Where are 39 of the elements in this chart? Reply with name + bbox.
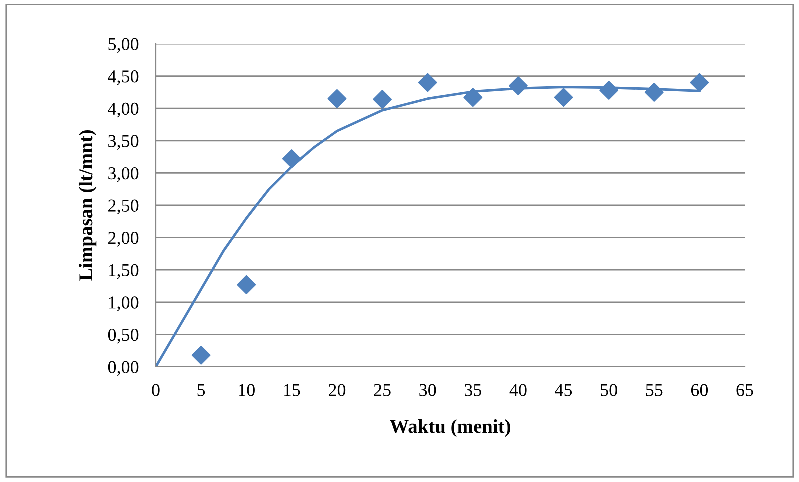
x-tick-label: 25 [374,384,391,396]
x-axis-title: Waktu (menit) [390,419,510,438]
point [600,81,619,100]
x-tick-label: 50 [601,384,618,396]
y-tick-label: 4,50 [108,70,139,86]
y-tick-label: 2,00 [108,232,139,247]
point [554,88,574,108]
x-tick-label: 0 [152,384,160,396]
point [237,275,256,294]
point [192,346,211,365]
x-tick-label: 15 [284,384,300,396]
y-tick-label: 1,00 [109,296,139,312]
y-tick-label: 1,50 [109,264,139,280]
y-tick-label: 5,00 [108,38,139,54]
y-tick-label: 2,50 [108,200,139,215]
point [373,90,392,110]
point [690,73,710,92]
point [508,76,528,96]
x-tick-label: 30 [420,384,436,396]
x-tick-label: 45 [555,384,572,396]
x-tick-label: 35 [464,384,482,396]
x-tick-label: 55 [646,384,663,396]
point [464,88,483,108]
point [282,150,302,168]
y-tick-label: 0,00 [108,361,139,376]
point [328,89,347,108]
point [418,73,438,92]
y-axis-title: Limpasan (lt/mnt) [78,130,97,282]
y-tick-label: 3,00 [108,167,139,182]
x-tick-label: 65 [736,384,754,396]
point [644,82,664,102]
y-tick-label: 3,50 [108,135,139,150]
y-tick-label: 4,00 [108,102,139,118]
x-tick-label: 5 [198,384,206,396]
y-tick-label: 0,50 [108,328,139,344]
x-tick-label: 20 [328,384,346,396]
x-tick-label: 10 [239,384,255,396]
x-tick-label: 40 [510,384,527,396]
x-tick-label: 60 [691,384,708,396]
